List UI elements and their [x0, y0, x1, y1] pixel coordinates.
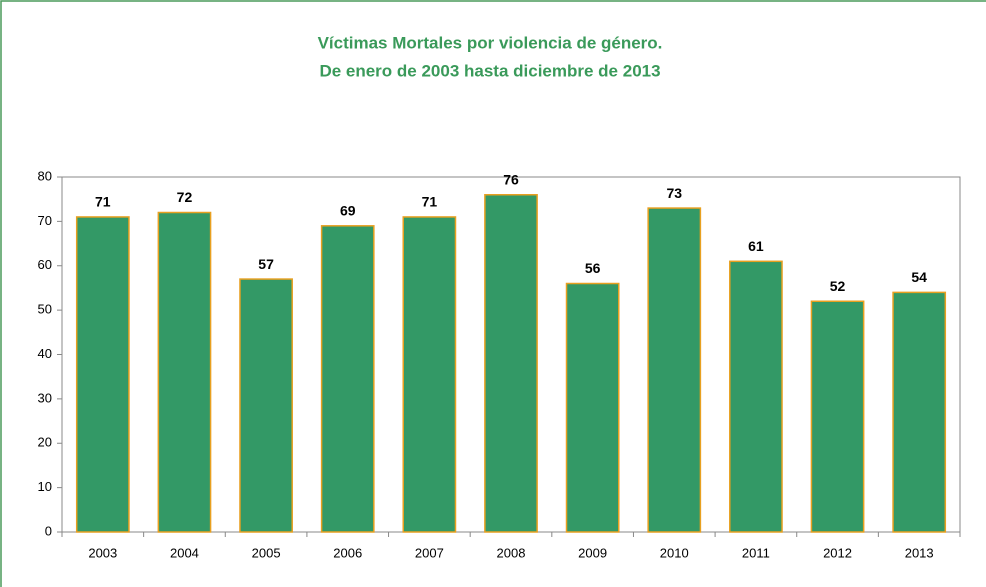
value-label: 57: [258, 256, 274, 272]
x-tick-label: 2003: [88, 545, 117, 560]
x-tick-label: 2008: [497, 545, 526, 560]
y-tick-label: 40: [38, 346, 52, 361]
bar: [157, 211, 212, 533]
bar: [320, 225, 375, 533]
x-tick-label: 2010: [660, 545, 689, 560]
x-tick-label: 2011: [742, 545, 770, 560]
value-label: 71: [95, 194, 111, 210]
y-tick-label: 10: [38, 479, 52, 494]
y-tick-label: 50: [38, 302, 52, 317]
value-label: 71: [422, 194, 438, 210]
bar: [239, 278, 293, 533]
chart-title: Víctimas Mortales por violencia de géner…: [318, 33, 663, 52]
x-tick-label: 2004: [170, 545, 199, 560]
chart-subtitle: De enero de 2003 hasta diciembre de 2013: [319, 61, 660, 80]
x-tick-label: 2013: [905, 545, 934, 560]
bar: [892, 291, 947, 533]
x-tick-label: 2006: [333, 545, 362, 560]
y-tick-label: 30: [38, 390, 52, 405]
x-tick-label: 2012: [823, 545, 852, 560]
y-tick-label: 70: [38, 213, 52, 228]
bar: [565, 282, 620, 533]
x-tick-label: 2005: [252, 545, 281, 560]
value-label: 72: [177, 189, 193, 205]
bar: [647, 207, 702, 533]
x-tick-label: 2009: [578, 545, 607, 560]
bar: [729, 260, 783, 533]
value-label: 69: [340, 203, 356, 219]
bar: [75, 216, 130, 533]
y-tick-label: 60: [38, 257, 52, 272]
x-tick-label: 2007: [415, 545, 444, 560]
value-label: 76: [503, 171, 519, 187]
y-tick-label: 0: [45, 523, 52, 538]
value-label: 61: [748, 238, 764, 254]
value-label: 73: [666, 185, 682, 201]
bar: [810, 300, 865, 533]
bar: [402, 216, 457, 533]
y-tick-label: 20: [38, 435, 52, 450]
bar: [484, 194, 538, 533]
value-label: 54: [911, 269, 927, 285]
y-tick-label: 80: [38, 168, 52, 183]
value-label: 56: [585, 260, 601, 276]
value-label: 52: [830, 278, 846, 294]
